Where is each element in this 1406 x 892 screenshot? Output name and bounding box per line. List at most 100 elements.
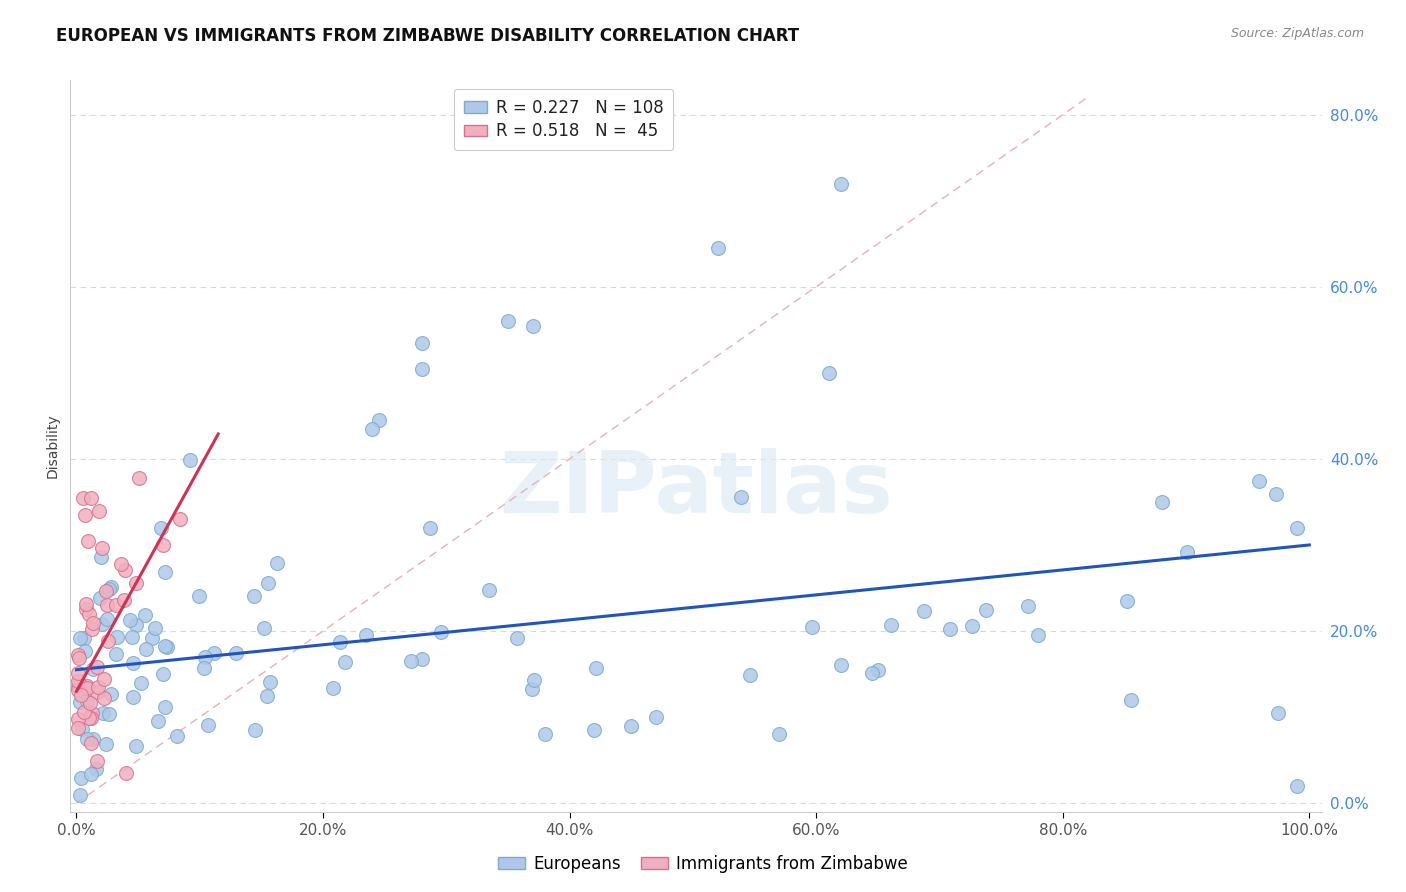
Point — [69, 788, 91, 802]
Point — [67, 648, 90, 662]
Point — [79, 696, 101, 710]
Point — [866, 663, 889, 677]
Point — [1247, 474, 1270, 488]
Point — [259, 675, 281, 690]
Point — [80, 736, 103, 750]
Point — [166, 729, 188, 743]
Point — [69, 632, 91, 646]
Point — [69, 696, 91, 710]
Point — [96, 612, 118, 626]
Point — [169, 512, 191, 526]
Point — [243, 590, 266, 604]
Point — [76, 694, 98, 708]
Point — [354, 628, 377, 642]
Point — [93, 691, 115, 706]
Point — [76, 681, 98, 695]
Point — [361, 422, 384, 436]
Point — [411, 652, 433, 666]
Point — [243, 723, 266, 737]
Point — [110, 557, 132, 571]
Point — [66, 712, 89, 726]
Point — [82, 616, 104, 631]
Point — [152, 666, 174, 681]
Point — [70, 722, 93, 736]
Point — [322, 681, 344, 696]
Point — [112, 593, 135, 607]
Point — [96, 598, 118, 612]
Point — [197, 717, 219, 731]
Point — [80, 766, 103, 780]
Point — [69, 771, 91, 785]
Point — [153, 639, 176, 653]
Point — [129, 676, 152, 690]
Point — [706, 241, 728, 255]
Point — [329, 634, 352, 648]
Point — [817, 366, 839, 380]
Point — [912, 604, 935, 618]
Point — [93, 672, 115, 686]
Point — [738, 668, 761, 682]
Point — [87, 680, 110, 694]
Point — [86, 754, 108, 768]
Point — [478, 582, 501, 597]
Point — [860, 666, 883, 681]
Point — [86, 684, 108, 698]
Point — [1267, 706, 1289, 720]
Point — [141, 631, 163, 645]
Point — [620, 719, 643, 733]
Point — [152, 538, 174, 552]
Point — [72, 491, 94, 505]
Point — [76, 679, 98, 693]
Point — [80, 491, 103, 505]
Point — [522, 318, 544, 333]
Point — [411, 335, 433, 350]
Point — [86, 660, 108, 674]
Point — [253, 621, 276, 635]
Point — [122, 656, 145, 670]
Point — [97, 634, 120, 648]
Point — [880, 617, 903, 632]
Point — [143, 621, 166, 635]
Point — [67, 651, 90, 665]
Point — [256, 576, 278, 591]
Point — [534, 727, 557, 741]
Point — [202, 646, 225, 660]
Point — [91, 706, 114, 720]
Point — [149, 521, 172, 535]
Point — [411, 361, 433, 376]
Point — [506, 631, 529, 645]
Point — [522, 681, 544, 696]
Point — [91, 617, 114, 632]
Point — [90, 550, 112, 565]
Point — [1175, 545, 1198, 559]
Point — [1285, 779, 1308, 793]
Point — [77, 607, 100, 621]
Point — [134, 608, 156, 623]
Point — [153, 699, 176, 714]
Point — [583, 723, 606, 737]
Point — [104, 598, 127, 612]
Point — [100, 581, 122, 595]
Point — [830, 177, 852, 191]
Point — [86, 762, 108, 776]
Point — [82, 662, 104, 676]
Point — [91, 541, 114, 555]
Point — [76, 731, 98, 746]
Point — [104, 647, 127, 661]
Point — [89, 591, 111, 605]
Point — [66, 679, 89, 693]
Point — [97, 582, 120, 596]
Point — [114, 766, 136, 780]
Point — [114, 563, 136, 577]
Point — [800, 619, 823, 633]
Legend: R = 0.227   N = 108, R = 0.518   N =  45: R = 0.227 N = 108, R = 0.518 N = 45 — [454, 88, 673, 151]
Point — [79, 711, 101, 725]
Point — [125, 575, 148, 590]
Point — [1026, 628, 1049, 642]
Point — [962, 619, 984, 633]
Point — [194, 649, 217, 664]
Point — [830, 658, 852, 673]
Point — [82, 706, 104, 720]
Point — [73, 631, 96, 645]
Point — [367, 413, 389, 427]
